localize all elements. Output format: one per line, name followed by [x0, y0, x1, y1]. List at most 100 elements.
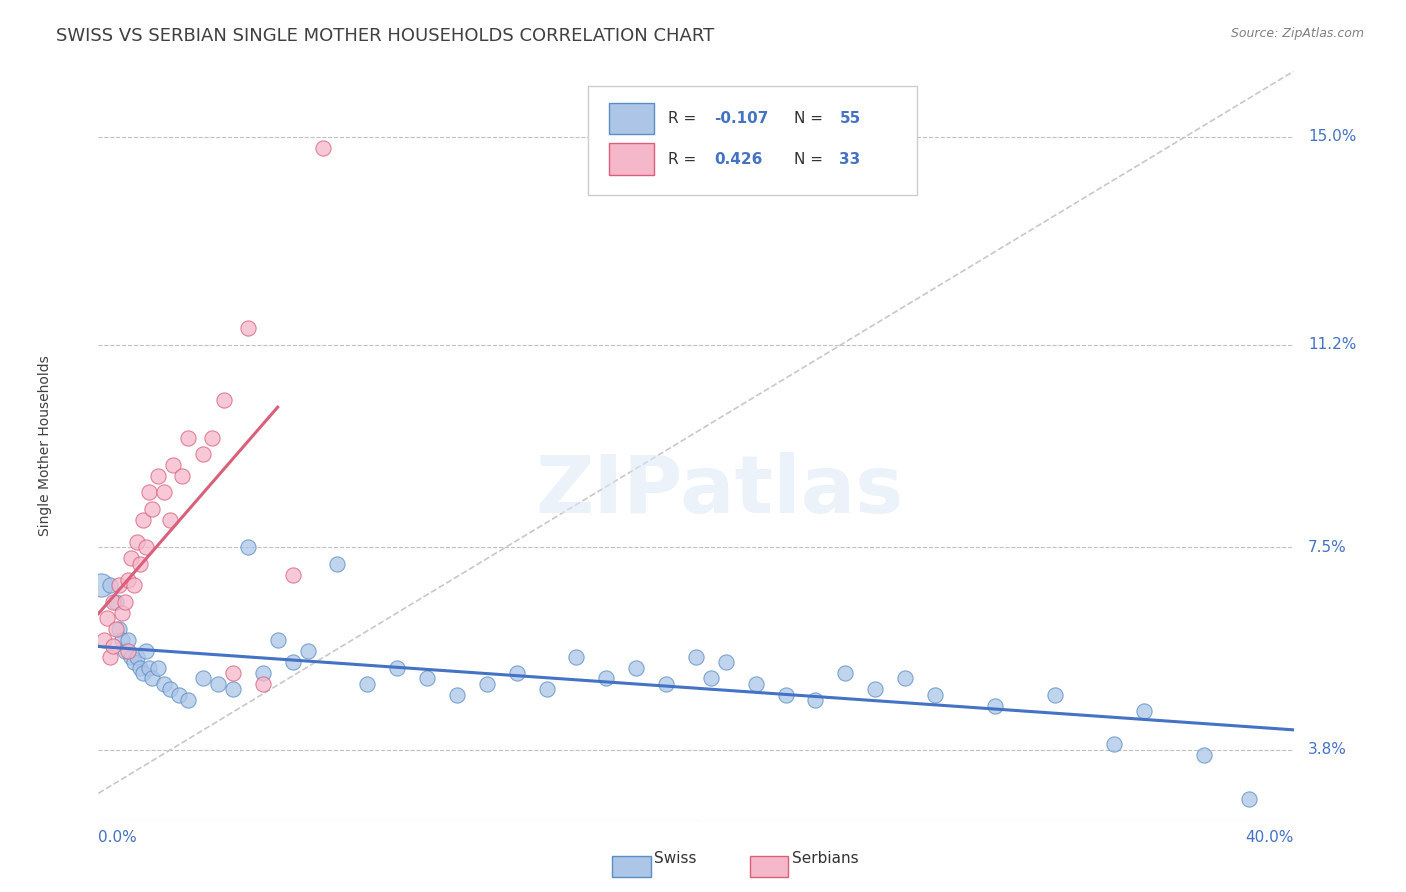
- Text: -0.107: -0.107: [714, 112, 768, 126]
- Text: SWISS VS SERBIAN SINGLE MOTHER HOUSEHOLDS CORRELATION CHART: SWISS VS SERBIAN SINGLE MOTHER HOUSEHOLD…: [56, 27, 714, 45]
- Point: [311, 141, 333, 155]
- Text: ZIPatlas: ZIPatlas: [536, 452, 904, 530]
- Point: [924, 688, 946, 702]
- Point: [565, 649, 588, 664]
- Point: [385, 660, 409, 674]
- Text: N =: N =: [794, 112, 828, 126]
- Point: [124, 578, 146, 592]
- Point: [775, 688, 797, 702]
- Point: [834, 665, 856, 680]
- Point: [1237, 791, 1260, 805]
- FancyBboxPatch shape: [589, 87, 917, 195]
- Point: [108, 578, 131, 592]
- Point: [129, 557, 152, 571]
- Point: [135, 644, 157, 658]
- Text: 33: 33: [839, 152, 860, 167]
- Point: [103, 639, 125, 653]
- Point: [745, 677, 768, 691]
- Point: [655, 677, 678, 691]
- Point: [222, 682, 245, 697]
- Point: [132, 513, 155, 527]
- Point: [153, 485, 176, 500]
- Point: [177, 693, 200, 707]
- Point: [1192, 747, 1215, 762]
- Point: [281, 567, 304, 582]
- Point: [93, 633, 115, 648]
- FancyBboxPatch shape: [609, 103, 654, 135]
- Point: [98, 578, 122, 592]
- Point: [90, 578, 112, 592]
- Point: [153, 677, 176, 691]
- Point: [96, 611, 118, 625]
- Text: 11.2%: 11.2%: [1308, 337, 1357, 352]
- Point: [129, 660, 152, 674]
- Point: [117, 633, 139, 648]
- Text: 3.8%: 3.8%: [1308, 742, 1347, 757]
- Point: [117, 644, 139, 658]
- Point: [177, 431, 200, 445]
- Text: Serbians: Serbians: [792, 851, 858, 865]
- Point: [267, 633, 290, 648]
- Text: R =: R =: [668, 152, 702, 167]
- Point: [804, 693, 827, 707]
- Text: 0.0%: 0.0%: [98, 830, 138, 846]
- Point: [141, 672, 163, 686]
- Point: [138, 485, 160, 500]
- Point: [191, 672, 214, 686]
- Text: 7.5%: 7.5%: [1308, 540, 1347, 555]
- Text: 0.426: 0.426: [714, 152, 762, 167]
- Point: [700, 672, 723, 686]
- FancyBboxPatch shape: [749, 855, 787, 877]
- Point: [326, 557, 349, 571]
- Point: [103, 595, 125, 609]
- Point: [252, 665, 274, 680]
- Point: [167, 688, 190, 702]
- Point: [141, 502, 163, 516]
- Point: [135, 540, 157, 554]
- Point: [236, 540, 259, 554]
- Point: [191, 447, 214, 461]
- Point: [138, 660, 160, 674]
- Point: [446, 688, 468, 702]
- Text: 55: 55: [839, 112, 860, 126]
- Point: [297, 644, 319, 658]
- Point: [120, 551, 142, 566]
- Text: N =: N =: [794, 152, 828, 167]
- Point: [162, 458, 184, 472]
- Point: [159, 682, 181, 697]
- FancyBboxPatch shape: [609, 144, 654, 175]
- Point: [894, 672, 917, 686]
- Point: [1043, 688, 1066, 702]
- Point: [98, 649, 122, 664]
- Text: R =: R =: [668, 112, 702, 126]
- Point: [714, 655, 737, 669]
- Point: [132, 665, 155, 680]
- Point: [111, 633, 134, 648]
- Point: [148, 660, 170, 674]
- Point: [108, 622, 131, 636]
- Point: [201, 431, 224, 445]
- Point: [536, 682, 558, 697]
- Point: [1133, 704, 1156, 718]
- Point: [127, 649, 149, 664]
- Point: [416, 672, 439, 686]
- Point: [236, 321, 259, 335]
- Point: [595, 672, 617, 686]
- Point: [117, 573, 139, 587]
- Point: [105, 595, 128, 609]
- FancyBboxPatch shape: [613, 855, 651, 877]
- Point: [114, 644, 136, 658]
- Text: Source: ZipAtlas.com: Source: ZipAtlas.com: [1230, 27, 1364, 40]
- Text: Swiss: Swiss: [654, 851, 696, 865]
- Point: [252, 677, 274, 691]
- Point: [356, 677, 378, 691]
- Point: [506, 665, 529, 680]
- Text: 15.0%: 15.0%: [1308, 129, 1357, 145]
- Point: [124, 655, 146, 669]
- Point: [207, 677, 229, 691]
- Point: [984, 698, 1007, 713]
- Point: [172, 469, 194, 483]
- Point: [281, 655, 304, 669]
- Point: [120, 649, 142, 664]
- Point: [865, 682, 887, 697]
